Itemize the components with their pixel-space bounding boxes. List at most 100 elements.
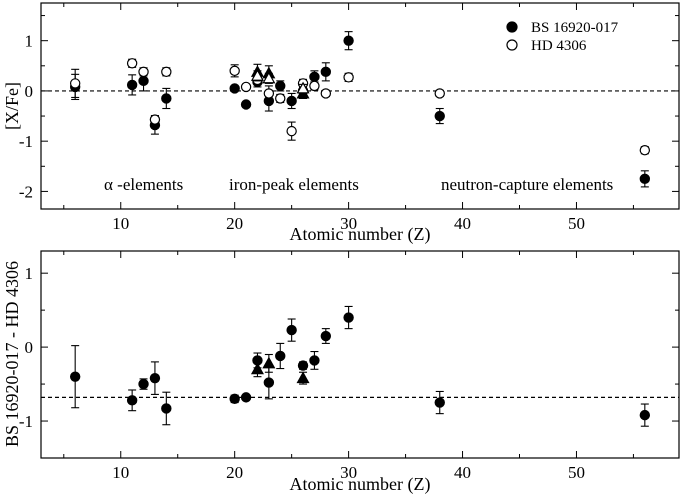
top-data-point-filled-circle (320, 62, 332, 82)
filled-circle-marker (229, 393, 240, 405)
top-data-point-open-triangle (262, 71, 276, 84)
filled-circle-marker (229, 83, 240, 94)
bottom-y-tick-label: 0 (25, 338, 34, 357)
open-circle-marker (229, 65, 240, 77)
top-x-tick-label: 40 (454, 214, 471, 233)
top-y-tick-label: -1 (19, 132, 33, 151)
top-data-point-open-circle (149, 114, 161, 125)
top-data-point-open-circle (161, 66, 172, 78)
bottom-x-tick-label: 30 (340, 463, 357, 482)
legend-label-hd4306: HD 4306 (531, 38, 587, 54)
filled-circle-marker (286, 324, 297, 336)
open-circle-marker (149, 114, 161, 125)
bottom-data-point-filled-triangle (250, 361, 264, 378)
legend-label-bs16920: BS 16920-017 (531, 20, 619, 36)
top-x-axis-title: Atomic number (Z) (290, 224, 431, 245)
bottom-y-tick-label: 1 (25, 264, 34, 283)
filled-circle-marker (275, 350, 286, 362)
bottom-x-tick-label: 10 (112, 463, 129, 482)
bottom-data-point-filled-circle (126, 389, 138, 412)
bottom-data-point-filled-circle (275, 342, 286, 370)
open-circle-marker (263, 88, 275, 99)
bottom-data-point-filled-circle (69, 345, 81, 409)
top-y-tick-label: 0 (25, 82, 34, 101)
filled-circle-marker (240, 392, 252, 403)
top-data-point-filled-circle (639, 170, 651, 188)
filled-triangle-marker (250, 362, 264, 375)
filled-circle-marker (149, 372, 161, 384)
bottom-x-tick-label: 50 (568, 463, 585, 482)
top-data-point-open-circle (240, 81, 252, 93)
top-data-point-filled-circle (275, 80, 286, 92)
open-circle-marker (126, 58, 138, 69)
bottom-x-tick-label: 40 (454, 463, 471, 482)
top-y-tick-label: -2 (19, 182, 33, 201)
filled-circle-marker (275, 80, 286, 92)
bottom-data-point-filled-circle (639, 403, 651, 427)
filled-circle-marker (286, 95, 297, 107)
open-circle-marker (320, 88, 332, 99)
filled-circle-marker (297, 360, 309, 371)
alpha-elements-label: α -elements (104, 175, 183, 194)
open-circle-marker (434, 88, 445, 99)
open-circle-marker (286, 125, 297, 137)
filled-circle-marker (639, 173, 651, 185)
top-data-point-open-circle (69, 68, 81, 99)
top-data-point-filled-circle (126, 74, 138, 96)
legend-open-circle-marker (506, 39, 518, 51)
top-data-point-open-triangle (250, 69, 264, 82)
top-data-point-open-circle (138, 66, 149, 78)
top-data-marks (69, 31, 651, 188)
top-data-point-filled-circle (161, 87, 172, 110)
filled-circle-marker (434, 397, 445, 408)
top-data-point-open-circle (263, 85, 275, 102)
top-data-point-filled-circle (434, 107, 445, 125)
bottom-data-point-filled-circle (240, 392, 252, 403)
top-data-point-open-circle (639, 145, 651, 156)
bottom-data-point-filled-circle (229, 393, 240, 405)
open-triangle-marker (296, 81, 310, 94)
top-data-point-filled-circle (286, 92, 297, 110)
filled-circle-marker (343, 312, 354, 323)
bottom-data-point-filled-circle (149, 361, 161, 395)
top-plot-frame (40, 2, 680, 210)
open-triangle-marker (250, 69, 264, 81)
open-circle-marker (69, 78, 81, 89)
legend: BS 16920-017 HD 4306 (506, 20, 619, 54)
bottom-x-tick-label: 20 (226, 463, 243, 482)
bottom-data-marks (69, 305, 651, 427)
filled-circle-marker (138, 75, 149, 87)
top-x-tick-label: 30 (340, 214, 357, 233)
bottom-x-axis-title: Atomic number (Z) (290, 474, 431, 495)
open-circle-marker (309, 80, 320, 92)
filled-circle-marker (309, 71, 320, 83)
top-data-point-open-circle (126, 58, 138, 69)
top-data-point-open-circle (275, 93, 286, 104)
bottom-y-tick-label: -1 (19, 412, 33, 431)
neutron-capture-elements-label: neutron-capture elements (441, 175, 613, 194)
filled-circle-marker (161, 93, 172, 104)
filled-circle-marker (309, 355, 320, 366)
bottom-data-point-filled-circle (161, 391, 172, 426)
filled-circle-marker (343, 35, 354, 46)
top-x-tick-label: 10 (112, 214, 129, 233)
top-data-point-open-circle (229, 64, 240, 78)
filled-triangle-marker (296, 371, 310, 384)
top-y-axis-title: [X/Fe] (2, 82, 22, 130)
open-circle-marker (240, 81, 252, 93)
top-data-point-open-circle (286, 121, 297, 141)
top-data-point-filled-circle (229, 83, 240, 94)
bottom-data-point-filled-circle (320, 328, 332, 344)
bottom-plot-frame (40, 250, 680, 459)
filled-circle-marker (69, 371, 81, 382)
bottom-data-point-filled-circle (343, 305, 354, 330)
top-x-tick-label: 20 (226, 214, 243, 233)
bottom-data-point-filled-circle (286, 318, 297, 342)
filled-circle-marker (138, 378, 149, 390)
top-data-point-open-circle (343, 72, 354, 83)
